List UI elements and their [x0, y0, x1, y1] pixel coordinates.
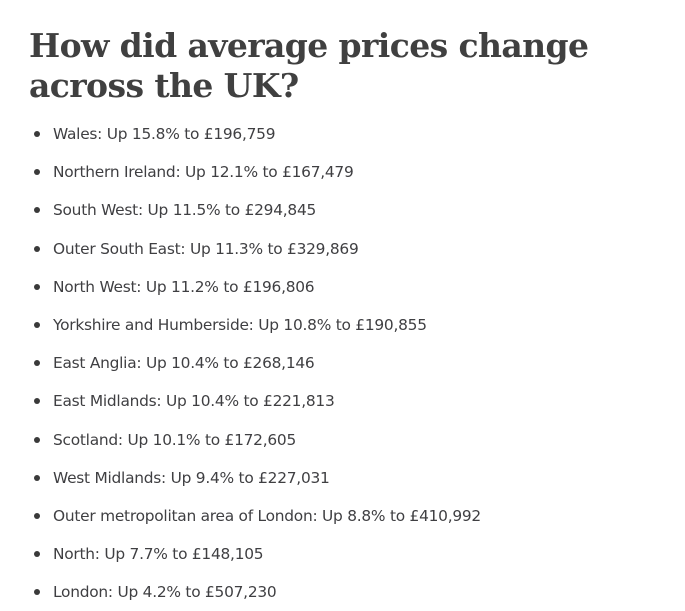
- list-item-text: East Midlands: Up 10.4% to £221,813: [53, 392, 335, 411]
- bullet-icon: [34, 245, 40, 252]
- list-item-text: Yorkshire and Humberside: Up 10.8% to £1…: [53, 316, 427, 335]
- list-item-text: North: Up 7.7% to £148,105: [53, 545, 264, 564]
- bullet-icon: [34, 322, 40, 329]
- bullet-icon: [34, 207, 40, 214]
- bullet-icon: [34, 512, 40, 519]
- bullet-icon: [34, 474, 40, 481]
- bullet-icon: [34, 551, 40, 558]
- list-item-text: Scotland: Up 10.1% to £172,605: [53, 430, 296, 449]
- bullet-icon: [34, 283, 40, 290]
- bullet-icon: [34, 398, 40, 405]
- list-item-text: South West: Up 11.5% to £294,845: [53, 201, 317, 220]
- list-item-text: Northern Ireland: Up 12.1% to £167,479: [53, 163, 354, 182]
- list-item-text: Wales: Up 15.8% to £196,759: [53, 125, 276, 144]
- list-item-text: North West: Up 11.2% to £196,806: [53, 277, 315, 296]
- bullet-icon: [34, 360, 40, 367]
- list-item-text: Outer metropolitan area of London: Up 8.…: [53, 506, 481, 525]
- list-item-text: Outer South East: Up 11.3% to £329,869: [53, 239, 359, 258]
- bullet-icon: [34, 131, 40, 138]
- list-item-text: West Midlands: Up 9.4% to £227,031: [53, 468, 330, 487]
- bullet-icon: [34, 436, 40, 443]
- bullet-icon: [34, 589, 40, 596]
- list-item-text: London: Up 4.2% to £507,230: [53, 583, 277, 602]
- bullet-icon: [34, 169, 40, 176]
- section-heading: How did average prices change across the…: [29, 26, 589, 105]
- list-item-text: East Anglia: Up 10.4% to £268,146: [53, 354, 315, 373]
